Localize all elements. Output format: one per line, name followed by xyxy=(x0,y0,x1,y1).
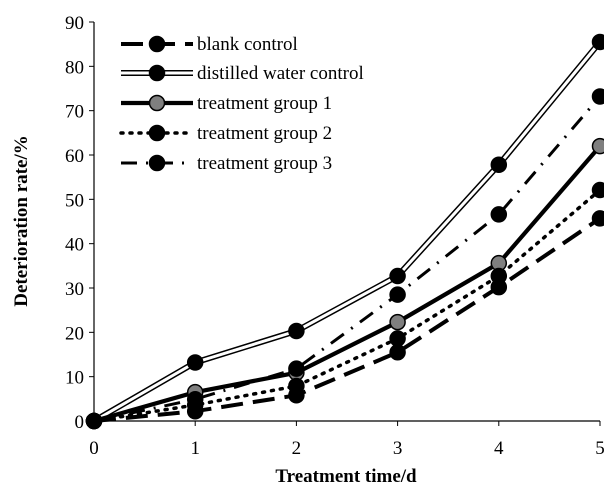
data-point xyxy=(186,391,204,408)
legend-marker xyxy=(148,35,166,53)
x-tick-label: 5 xyxy=(595,438,604,459)
x-tick-label: 4 xyxy=(494,438,504,459)
y-axis-title: Deterioration rate/% xyxy=(11,135,32,306)
legend-marker xyxy=(148,64,166,82)
data-point xyxy=(85,412,103,430)
series-5 xyxy=(85,88,604,430)
legend: blank control distilled water control trea… xyxy=(119,34,364,174)
legend-marker xyxy=(148,94,166,112)
data-point xyxy=(591,88,604,105)
x-tick-label: 2 xyxy=(292,438,302,459)
y-tick-label: 70 xyxy=(65,102,84,123)
series-line-inner xyxy=(93,41,602,423)
legend-item: treatment group 2 xyxy=(119,123,332,144)
data-point xyxy=(591,137,604,155)
data-point xyxy=(490,156,508,174)
y-axis-ticks: 0 10 20 30 40 50 60 70 80 90 xyxy=(65,13,94,433)
data-point xyxy=(389,313,406,331)
x-tick-label: 0 xyxy=(89,438,99,459)
y-tick-label: 0 xyxy=(75,412,85,433)
data-point xyxy=(288,360,305,377)
data-point xyxy=(186,354,204,371)
series-line xyxy=(93,216,602,423)
legend-label: treatment group 2 xyxy=(197,123,332,144)
data-point xyxy=(288,322,305,340)
legend-item: distilled water control xyxy=(121,63,364,84)
y-tick-label: 50 xyxy=(65,190,84,211)
x-axis-title: Treatment time/d xyxy=(275,466,417,487)
legend-item: treatment group 3 xyxy=(121,153,332,174)
data-point xyxy=(490,267,508,285)
series-1 xyxy=(85,210,604,430)
legend-label: treatment group 1 xyxy=(197,93,332,114)
data-point xyxy=(490,206,508,223)
legend-label: distilled water control xyxy=(197,63,364,84)
data-point xyxy=(591,181,604,199)
data-point xyxy=(389,267,406,285)
legend-item: treatment group 1 xyxy=(121,93,332,114)
y-tick-label: 60 xyxy=(65,146,84,167)
data-point xyxy=(591,210,604,227)
legend-label: blank control xyxy=(197,34,298,55)
data-point xyxy=(389,286,406,303)
legend-marker xyxy=(148,124,166,142)
series-line xyxy=(92,188,602,423)
data-point xyxy=(288,377,305,395)
y-tick-label: 30 xyxy=(65,279,84,300)
x-tick-label: 3 xyxy=(393,438,403,459)
series-line xyxy=(93,144,602,424)
y-tick-label: 80 xyxy=(65,57,84,78)
y-tick-label: 20 xyxy=(65,323,84,344)
legend-item: blank control xyxy=(121,34,298,55)
legend-marker xyxy=(148,154,166,172)
y-tick-label: 10 xyxy=(65,368,84,389)
axes xyxy=(93,22,600,422)
series-layer xyxy=(85,33,604,430)
data-point xyxy=(591,33,604,51)
data-point xyxy=(389,344,406,361)
data-point xyxy=(389,330,406,347)
x-axis-ticks: 0 1 2 3 4 5 xyxy=(89,421,604,459)
series-2 xyxy=(85,33,604,430)
series-line xyxy=(93,95,602,423)
y-tick-label: 40 xyxy=(65,235,84,256)
legend-label: treatment group 3 xyxy=(197,153,332,174)
x-tick-label: 1 xyxy=(190,438,200,459)
y-tick-label: 90 xyxy=(65,13,84,34)
